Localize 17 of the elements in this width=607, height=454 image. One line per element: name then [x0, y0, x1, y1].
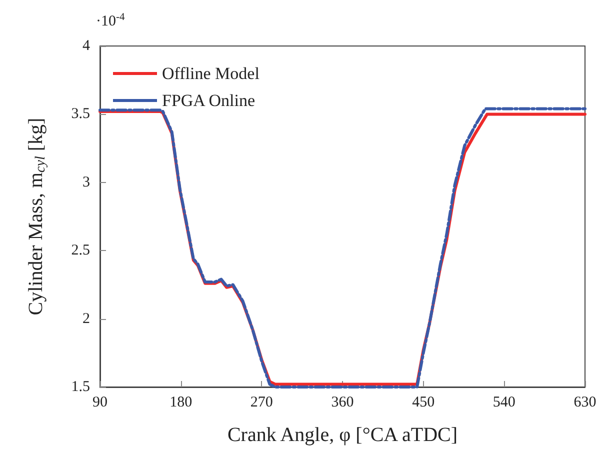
y-tick-label: 3.5 — [71, 106, 90, 122]
x-tick-label: 180 — [170, 394, 192, 410]
legend-label: Offline Model — [162, 64, 260, 83]
legend-label: FPGA Online — [162, 91, 256, 110]
y-tick-label: 2 — [82, 310, 90, 327]
y-tick-label: 2.5 — [71, 242, 90, 259]
x-tick-label: 450 — [412, 394, 435, 410]
x-tick-label: 270 — [250, 394, 273, 410]
x-tick-label: 90 — [92, 394, 108, 410]
y-tick-label: 3 — [82, 174, 90, 190]
x-tick-label: 630 — [574, 394, 596, 410]
y-tick-label: 4 — [82, 38, 90, 54]
x-tick-label: 540 — [492, 394, 516, 410]
x-tick-label: 360 — [331, 394, 354, 410]
y-axis-title: Cylinder Mass, mcyl [kg] — [25, 118, 48, 316]
x-axis-title: Crank Angle, φ [°CA aTDC] — [227, 424, 458, 446]
y-tick-label: 1.5 — [71, 379, 90, 395]
